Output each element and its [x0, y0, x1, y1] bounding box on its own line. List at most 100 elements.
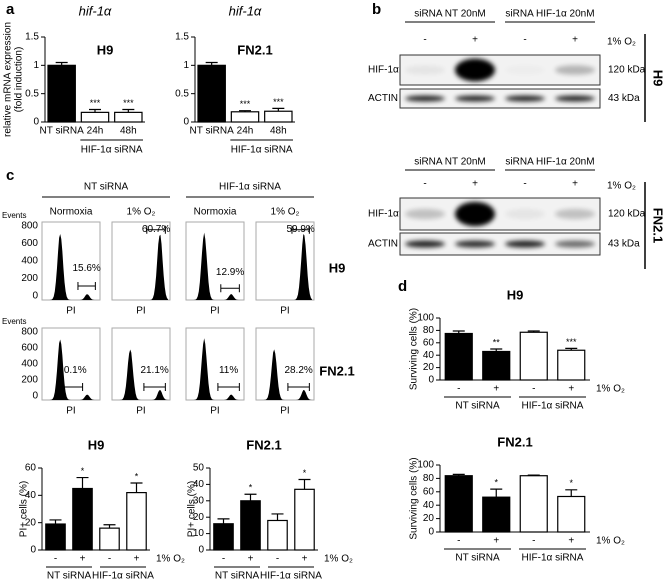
blot-band	[505, 95, 545, 102]
x-axis-label: PI	[66, 306, 75, 317]
group-label: NT siRNA	[455, 553, 500, 564]
gate	[143, 383, 166, 392]
y-tick-label: 50	[193, 463, 205, 474]
condition-label: 1% O₂	[596, 384, 625, 395]
bar	[444, 475, 473, 533]
blot-frame	[399, 88, 601, 109]
y-tick-label: 400	[21, 256, 38, 267]
bar	[557, 349, 586, 381]
condition-label: 1% O₂	[156, 554, 185, 565]
error-bar	[490, 348, 503, 352]
y-tick-label: 0	[183, 117, 189, 128]
bar	[230, 111, 260, 123]
error-bar	[239, 110, 251, 112]
error-bar	[244, 493, 257, 501]
x-tick-label: +	[493, 384, 499, 395]
gate-label: 28.2%	[284, 365, 312, 376]
group-label: HIF-1α siRNA	[81, 145, 143, 156]
blot-band	[405, 65, 445, 75]
y-tick-label: 600	[21, 238, 38, 249]
y-tick-label: 20	[193, 512, 205, 523]
y-tick-label: 200	[21, 273, 38, 284]
blot-band	[455, 58, 495, 82]
lane-label: +	[572, 35, 578, 46]
group-label: NT siRNA	[47, 571, 92, 581]
lane-label: -	[423, 179, 426, 190]
y-tick-label: 0.5	[25, 88, 39, 99]
chart-subtitle: H9	[97, 42, 114, 57]
blot-band	[505, 65, 545, 75]
bar	[557, 495, 586, 533]
blot-band	[555, 65, 595, 75]
chart-title: FN2.1	[246, 437, 281, 452]
histogram	[44, 234, 98, 300]
flow-subheader: 1% O₂	[271, 207, 300, 218]
histogram	[188, 232, 242, 300]
significance: ***	[123, 98, 134, 108]
group-label: HIF-1α siRNA	[92, 571, 154, 581]
lane-label: -	[423, 35, 426, 46]
lane-label: -	[523, 35, 526, 46]
y-tick-label: 0	[428, 527, 434, 538]
y-tick-label: 600	[21, 343, 38, 354]
band-name: HIF-1α	[368, 209, 399, 220]
error-bar	[272, 107, 285, 112]
bar	[126, 492, 147, 551]
y-tick-label: 20	[423, 362, 435, 373]
flow-header: NT siRNA	[84, 182, 129, 193]
histogram	[114, 234, 168, 300]
blot-band	[455, 95, 495, 102]
histogram	[114, 349, 168, 400]
y-axis-label: Surviving cells (%)	[409, 308, 420, 390]
flow-frame	[185, 327, 245, 401]
lane-label: -	[523, 179, 526, 190]
group-label: NT siRNA	[215, 571, 260, 581]
band-name: ACTIN	[368, 93, 398, 104]
y-tick-label: 200	[21, 375, 38, 386]
bar	[482, 496, 511, 533]
error-bar	[217, 518, 230, 524]
significance: *	[494, 477, 498, 487]
cell-line: FN2.1	[651, 208, 666, 243]
panel-letter: a	[6, 1, 15, 18]
blot-band	[505, 240, 545, 248]
y-tick-label: 20	[25, 517, 37, 528]
flow-subheader: 1% O₂	[127, 207, 156, 218]
y-tick-label: 0	[198, 545, 204, 556]
bar	[519, 475, 548, 533]
y-axis-label: PI+ cells (%)	[187, 481, 198, 537]
significance: *	[569, 478, 573, 488]
significance: ***	[240, 99, 251, 109]
flow-header: HIF-1α siRNA	[219, 182, 281, 193]
blot-band	[555, 240, 595, 248]
y-tick-label: 0.5	[175, 88, 189, 99]
chart-title: hif-1α	[79, 3, 112, 18]
blot-band	[505, 208, 545, 220]
error-bar	[452, 330, 465, 334]
x-tick-label: 48h	[270, 126, 287, 137]
group-label: HIF-1α siRNA	[522, 401, 584, 412]
error-bar	[76, 476, 89, 489]
bar	[72, 487, 93, 551]
x-axis-label: PI	[66, 406, 75, 417]
flow-frame	[111, 327, 171, 401]
x-tick-label: 48h	[120, 126, 137, 137]
error-bar	[122, 108, 135, 113]
y-tick-label: 10	[193, 528, 205, 539]
error-bar	[205, 61, 218, 66]
error-bar	[527, 330, 540, 333]
blot-band	[555, 95, 595, 102]
x-tick-label: +	[493, 536, 499, 547]
condition-label: 1% O₂	[324, 554, 353, 565]
blot-band	[405, 208, 445, 220]
error-bar	[527, 474, 540, 476]
bar	[482, 350, 511, 381]
cell-line: H9	[329, 260, 346, 275]
x-axis-label: PI	[136, 306, 145, 317]
panel-letter: c	[6, 167, 14, 184]
error-bar	[271, 513, 284, 521]
flow-frame	[255, 327, 315, 401]
y-tick-label: 30	[193, 495, 205, 506]
error-bar	[103, 524, 116, 529]
x-tick-label: +	[134, 554, 140, 565]
